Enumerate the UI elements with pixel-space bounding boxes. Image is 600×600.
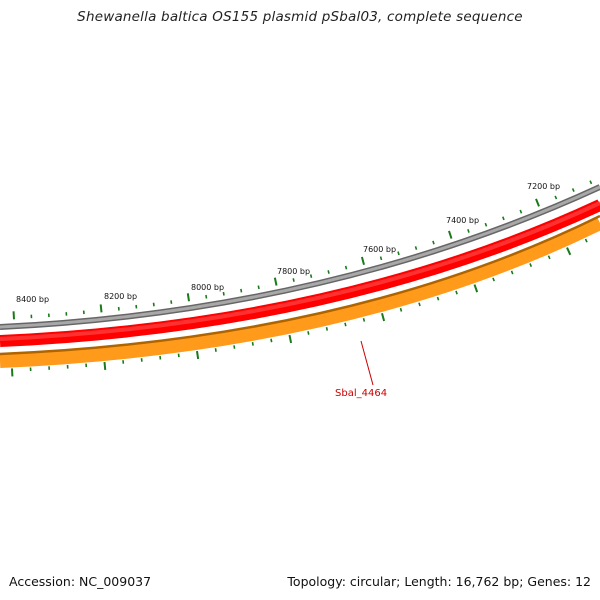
outer-major-tick <box>448 230 453 239</box>
inner-major-tick <box>473 284 479 293</box>
outer-minor-tick <box>554 195 558 200</box>
outer-minor-tick <box>519 209 523 214</box>
outer-minor-tick <box>292 278 295 282</box>
map-title: Shewanella baltica OS155 plasmid pSbal03… <box>77 9 523 25</box>
gene-callout-line <box>360 340 374 386</box>
inner-minor-tick <box>325 326 329 331</box>
inner-tick-marks <box>11 238 588 377</box>
ruler-label: 7200 bp <box>527 182 560 191</box>
outer-minor-tick <box>257 285 260 290</box>
inner-major-tick <box>288 334 293 344</box>
ruler-label: 8400 bp <box>16 295 49 304</box>
ruler-label: 8200 bp <box>104 292 137 301</box>
outer-minor-tick <box>240 288 243 293</box>
inner-minor-tick <box>362 317 366 322</box>
outer-major-tick <box>186 293 190 302</box>
outer-minor-tick <box>222 291 225 296</box>
outer-major-tick <box>360 256 365 265</box>
ruler-label: 8000 bp <box>191 283 224 292</box>
outer-major-tick <box>273 277 278 286</box>
ruler-label: 7400 bp <box>446 216 479 225</box>
outer-minor-tick <box>571 188 575 192</box>
outer-tick-marks <box>12 180 593 320</box>
outer-minor-tick <box>484 222 488 227</box>
inner-minor-tick <box>214 348 217 352</box>
outer-minor-tick <box>589 180 593 185</box>
inner-minor-tick <box>547 255 551 260</box>
inner-minor-tick <box>529 263 533 268</box>
outer-minor-tick <box>379 256 383 261</box>
inner-minor-tick <box>492 277 495 282</box>
inner-minor-tick <box>436 296 440 301</box>
inner-major-tick <box>103 361 107 371</box>
outer-minor-tick <box>432 240 435 245</box>
inner-minor-tick <box>251 342 254 346</box>
ruler-label: 7600 bp <box>363 245 396 254</box>
outer-major-tick <box>535 198 540 207</box>
inner-minor-tick <box>270 338 273 343</box>
outer-major-tick <box>99 304 103 313</box>
ruler-labels: 8400 bp 8200 bp 8000 bp 7800 bp 7600 bp 7400 … <box>16 182 560 304</box>
inner-minor-tick <box>510 270 514 275</box>
outer-minor-tick <box>205 294 208 299</box>
outer-minor-tick <box>327 270 330 274</box>
inner-minor-tick <box>455 290 458 295</box>
inner-minor-tick <box>418 302 421 307</box>
inner-minor-tick <box>584 238 588 243</box>
inner-major-tick <box>196 350 200 360</box>
outer-minor-tick <box>502 216 505 221</box>
inner-minor-tick <box>233 345 236 349</box>
inner-minor-tick <box>344 322 347 327</box>
outer-minor-tick <box>309 274 313 278</box>
outer-minor-tick <box>344 265 348 270</box>
accession-text: Accession: NC_009037 <box>9 574 152 589</box>
gene-label-sbal-4464[interactable]: Sbal_4464 <box>335 388 387 399</box>
ruler-label: 7800 bp <box>277 267 310 276</box>
inner-major-tick <box>566 247 572 256</box>
outer-minor-tick <box>414 246 418 250</box>
outer-minor-tick <box>467 229 470 233</box>
outer-minor-tick <box>397 251 400 256</box>
inner-minor-tick <box>307 331 310 335</box>
topology-summary: Topology: circular; Length: 16,762 bp; G… <box>287 574 591 589</box>
inner-major-tick <box>381 313 386 322</box>
inner-minor-tick <box>399 307 403 312</box>
